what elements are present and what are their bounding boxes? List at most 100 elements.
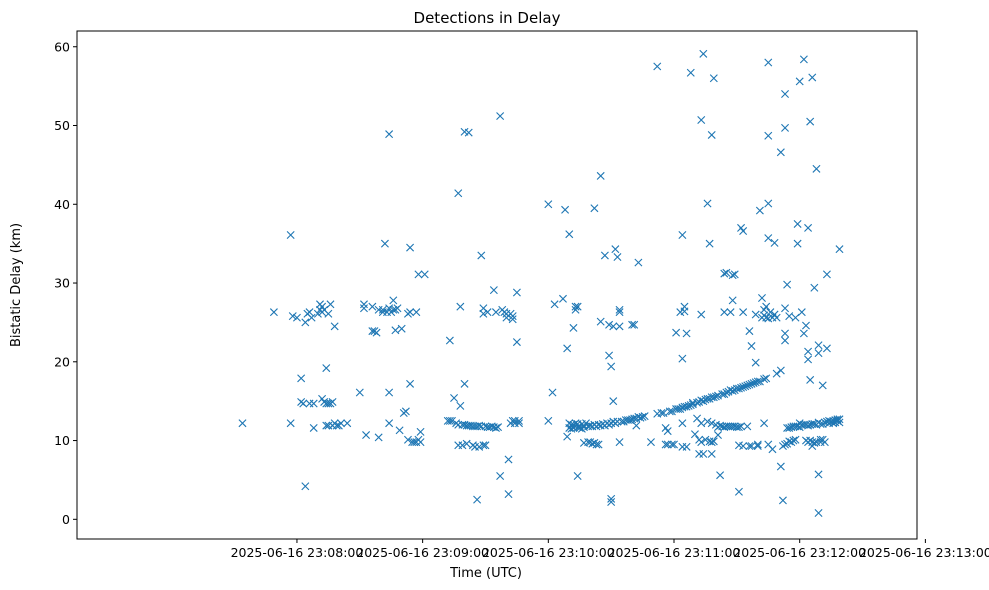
data-point xyxy=(778,496,787,505)
data-point xyxy=(630,320,639,329)
data-point xyxy=(672,328,681,337)
data-point xyxy=(590,204,599,213)
data-point xyxy=(336,419,345,428)
data-point xyxy=(810,420,819,428)
data-point xyxy=(462,439,471,448)
data-point xyxy=(636,413,645,422)
y-tick-label: 0 xyxy=(62,512,70,527)
data-point xyxy=(755,377,764,386)
data-point xyxy=(755,206,764,215)
data-point xyxy=(343,419,352,428)
y-axis-title: Bistatic Delay (km) xyxy=(9,223,24,347)
data-point xyxy=(301,318,310,327)
data-point xyxy=(697,438,706,447)
data-point xyxy=(728,271,737,280)
data-point xyxy=(491,308,500,317)
data-point xyxy=(401,407,410,416)
data-point xyxy=(711,392,720,401)
data-point xyxy=(739,227,748,236)
data-point xyxy=(628,320,637,329)
data-point xyxy=(368,302,377,311)
data-point xyxy=(818,381,827,390)
y-tick-label: 10 xyxy=(54,433,70,448)
data-point xyxy=(299,399,308,408)
data-point xyxy=(762,302,771,311)
data-point xyxy=(403,435,412,444)
data-point xyxy=(757,294,766,302)
data-point xyxy=(447,416,456,425)
data-point xyxy=(747,442,756,451)
data-point xyxy=(378,305,387,314)
data-point xyxy=(764,58,773,67)
data-point xyxy=(326,300,335,309)
data-point xyxy=(816,435,825,444)
data-point xyxy=(770,238,779,247)
data-point xyxy=(804,355,813,364)
data-point xyxy=(804,223,813,232)
data-point xyxy=(489,286,498,295)
data-point xyxy=(707,449,716,458)
data-point xyxy=(416,427,425,436)
data-point xyxy=(688,400,697,409)
data-point xyxy=(573,423,582,432)
data-point xyxy=(707,438,716,447)
data-point xyxy=(372,328,381,337)
data-point xyxy=(406,243,415,252)
data-point xyxy=(804,421,813,430)
data-point xyxy=(793,219,802,228)
data-point xyxy=(332,421,341,430)
data-point xyxy=(745,327,754,336)
data-point xyxy=(286,419,295,428)
data-point xyxy=(751,310,760,319)
data-point xyxy=(781,123,790,132)
data-point xyxy=(634,258,643,267)
data-point xyxy=(682,442,691,451)
data-point xyxy=(569,323,578,332)
data-point xyxy=(389,305,398,314)
data-point xyxy=(611,245,620,254)
data-point xyxy=(776,148,785,157)
data-point xyxy=(640,412,649,421)
data-point xyxy=(305,308,314,317)
data-point xyxy=(697,310,706,319)
data-point xyxy=(617,417,626,426)
y-tick-label: 50 xyxy=(54,118,70,133)
data-point xyxy=(508,315,517,324)
data-point xyxy=(772,313,781,322)
data-point xyxy=(609,397,618,406)
y-axis: 0 10 20 30 40 50 60 xyxy=(54,39,77,527)
data-point xyxy=(269,308,278,317)
data-point xyxy=(504,455,513,464)
data-point xyxy=(646,438,655,447)
data-point xyxy=(292,313,301,322)
data-point xyxy=(420,270,429,279)
data-point xyxy=(814,509,823,517)
data-point xyxy=(701,435,710,444)
x-tick-label: 2025-06-16 23:13:00 xyxy=(859,545,989,560)
data-point xyxy=(814,470,823,479)
data-point xyxy=(561,205,570,214)
data-point xyxy=(667,440,676,449)
data-point xyxy=(460,379,469,388)
data-point xyxy=(762,374,771,383)
data-point xyxy=(330,322,339,331)
data-markers xyxy=(238,49,844,517)
data-point xyxy=(799,329,808,338)
data-point xyxy=(615,322,624,331)
data-point xyxy=(286,230,295,239)
data-point xyxy=(703,394,712,403)
data-point xyxy=(822,344,831,353)
data-point xyxy=(835,415,844,424)
data-point xyxy=(609,322,618,331)
data-point xyxy=(592,440,601,449)
data-point xyxy=(764,199,773,208)
data-point xyxy=(324,399,333,408)
data-point xyxy=(728,386,737,395)
data-point xyxy=(822,270,831,279)
data-point xyxy=(416,438,425,447)
data-point xyxy=(567,424,576,433)
data-point xyxy=(454,189,463,198)
data-point xyxy=(605,320,614,329)
data-point xyxy=(795,77,804,86)
data-point xyxy=(410,438,419,447)
